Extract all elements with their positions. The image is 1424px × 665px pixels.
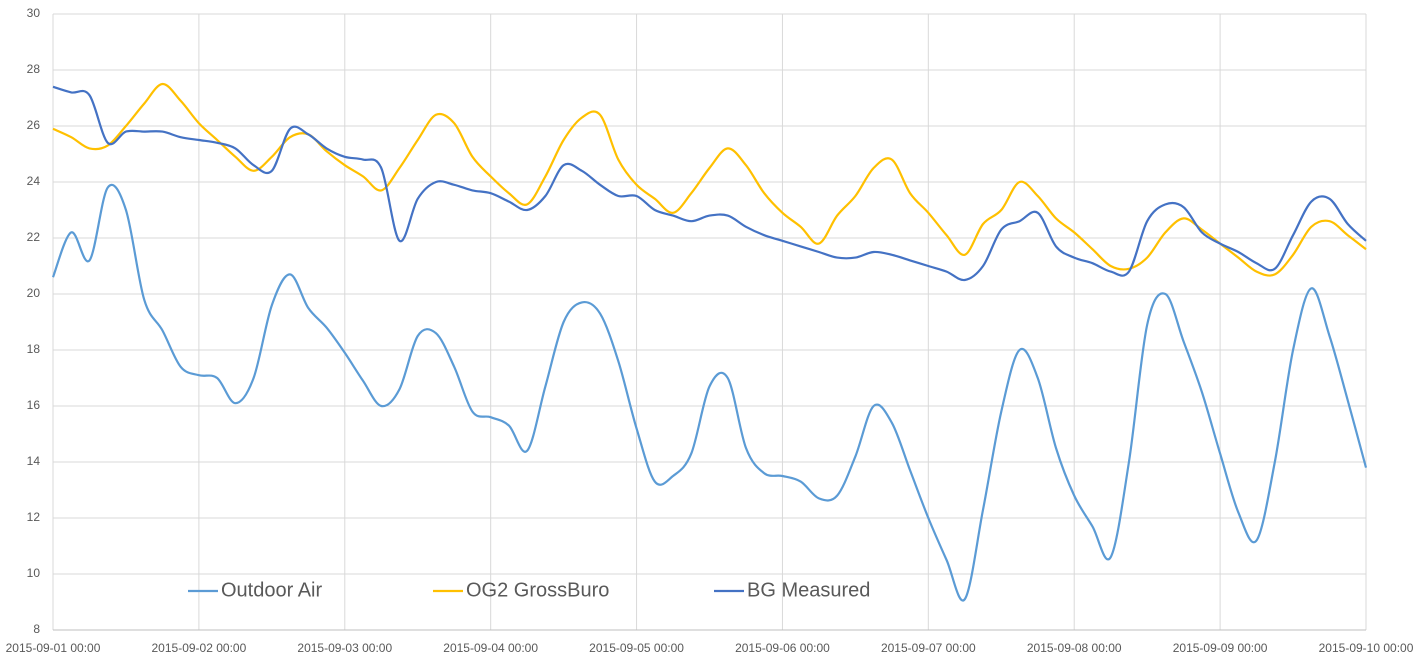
x-tick-label: 2015-09-08 00:00 (1027, 641, 1122, 655)
x-tick-label: 2015-09-01 00:00 (6, 641, 101, 655)
y-tick-label: 18 (27, 342, 41, 356)
series-line (52, 82, 1367, 277)
y-tick-label: 16 (27, 398, 41, 412)
y-tick-label: 24 (27, 174, 41, 188)
x-tick-label: 2015-09-10 00:00 (1319, 641, 1414, 655)
x-tick-label: 2015-09-02 00:00 (152, 641, 247, 655)
y-tick-label: 26 (27, 118, 41, 132)
y-tick-label: 10 (27, 566, 41, 580)
x-tick-label: 2015-09-05 00:00 (589, 641, 684, 655)
legend-label: Outdoor Air (221, 579, 323, 601)
y-tick-label: 30 (27, 6, 41, 20)
x-tick-label: 2015-09-06 00:00 (735, 641, 830, 655)
x-tick-label: 2015-09-04 00:00 (443, 641, 538, 655)
y-tick-label: 22 (27, 230, 41, 244)
series-line (52, 85, 1367, 282)
x-tick-label: 2015-09-09 00:00 (1173, 641, 1268, 655)
series-line (51, 183, 1368, 602)
y-tick-label: 12 (27, 510, 41, 524)
y-tick-label: 20 (27, 286, 41, 300)
legend-label: BG Measured (747, 579, 870, 601)
y-tick-label: 28 (27, 62, 41, 76)
legend-label: OG2 GrossBuro (466, 579, 609, 601)
y-tick-label: 8 (33, 622, 40, 636)
x-tick-label: 2015-09-07 00:00 (881, 641, 976, 655)
y-tick-label: 14 (27, 454, 41, 468)
x-tick-label: 2015-09-03 00:00 (297, 641, 392, 655)
